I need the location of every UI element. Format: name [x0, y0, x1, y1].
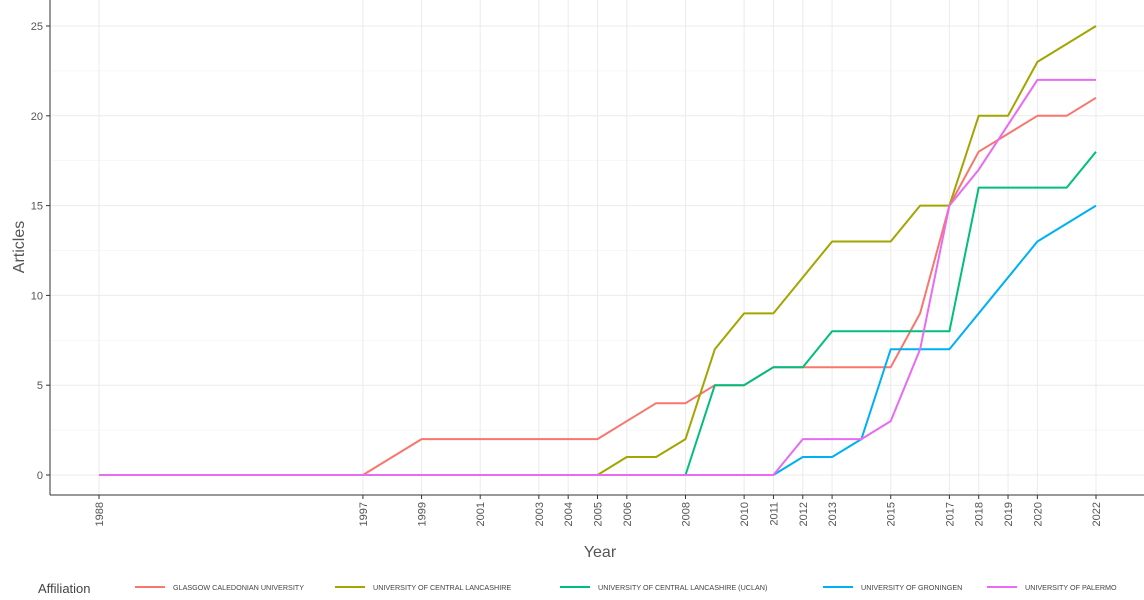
- y-axis-title: Articles: [11, 221, 28, 273]
- series-line: [99, 25, 1097, 476]
- grid: [50, 0, 1144, 495]
- y-tick-label: 0: [37, 470, 43, 482]
- legend-item-label: UNIVERSITY OF CENTRAL LANCASHIRE (UCLAN): [598, 583, 767, 592]
- x-tick-label: 2004: [563, 502, 575, 526]
- x-tick-label: 2013: [827, 502, 839, 526]
- y-axis-ticks: 0 5 10 15 20 25: [31, 21, 50, 482]
- y-tick-label: 5: [37, 380, 43, 392]
- x-tick-label: 1988: [94, 502, 106, 526]
- legend-item-label: UNIVERSITY OF PALERMO: [1025, 583, 1117, 592]
- x-tick-label: 2001: [475, 502, 487, 526]
- legend-item-label: UNIVERSITY OF CENTRAL LANCASHIRE: [373, 583, 511, 592]
- x-tick-label: 2003: [534, 502, 546, 526]
- x-tick-label: 2005: [593, 502, 605, 526]
- x-tick-label: 2018: [974, 502, 986, 526]
- x-tick-label: 2017: [944, 502, 956, 526]
- x-axis-title: Year: [584, 544, 617, 561]
- x-tick-label: 2022: [1091, 502, 1103, 526]
- legend: Affiliation GLASGOW CALEDONIAN UNIVERSIT…: [38, 581, 1117, 596]
- x-tick-label: 2011: [768, 502, 780, 526]
- x-tick-label: 2010: [739, 502, 751, 526]
- y-tick-label: 20: [31, 111, 43, 123]
- x-tick-label: 2006: [622, 502, 634, 526]
- x-axis-ticks: 1988 1997 1999 2001 2003 2004 2005 2006 2008 2010…: [94, 495, 1103, 526]
- series-lines: [99, 25, 1097, 476]
- x-tick-label: 2015: [886, 502, 898, 526]
- series-line: [99, 151, 1097, 476]
- y-tick-label: 10: [31, 290, 43, 302]
- x-tick-label: 2008: [680, 502, 692, 526]
- y-tick-label: 15: [31, 201, 43, 213]
- x-tick-label: 2019: [1003, 502, 1015, 526]
- series-line: [99, 78, 1096, 476]
- x-tick-label: 1997: [358, 502, 370, 526]
- x-tick-label: 2012: [798, 502, 810, 526]
- y-tick-label: 25: [31, 21, 43, 33]
- legend-item-label: UNIVERSITY OF GRONINGEN: [861, 583, 962, 592]
- x-tick-label: 1999: [417, 502, 429, 526]
- legend-title: Affiliation: [38, 581, 91, 596]
- x-tick-label: 2020: [1032, 502, 1044, 526]
- legend-item-label: GLASGOW CALEDONIAN UNIVERSITY: [173, 583, 304, 592]
